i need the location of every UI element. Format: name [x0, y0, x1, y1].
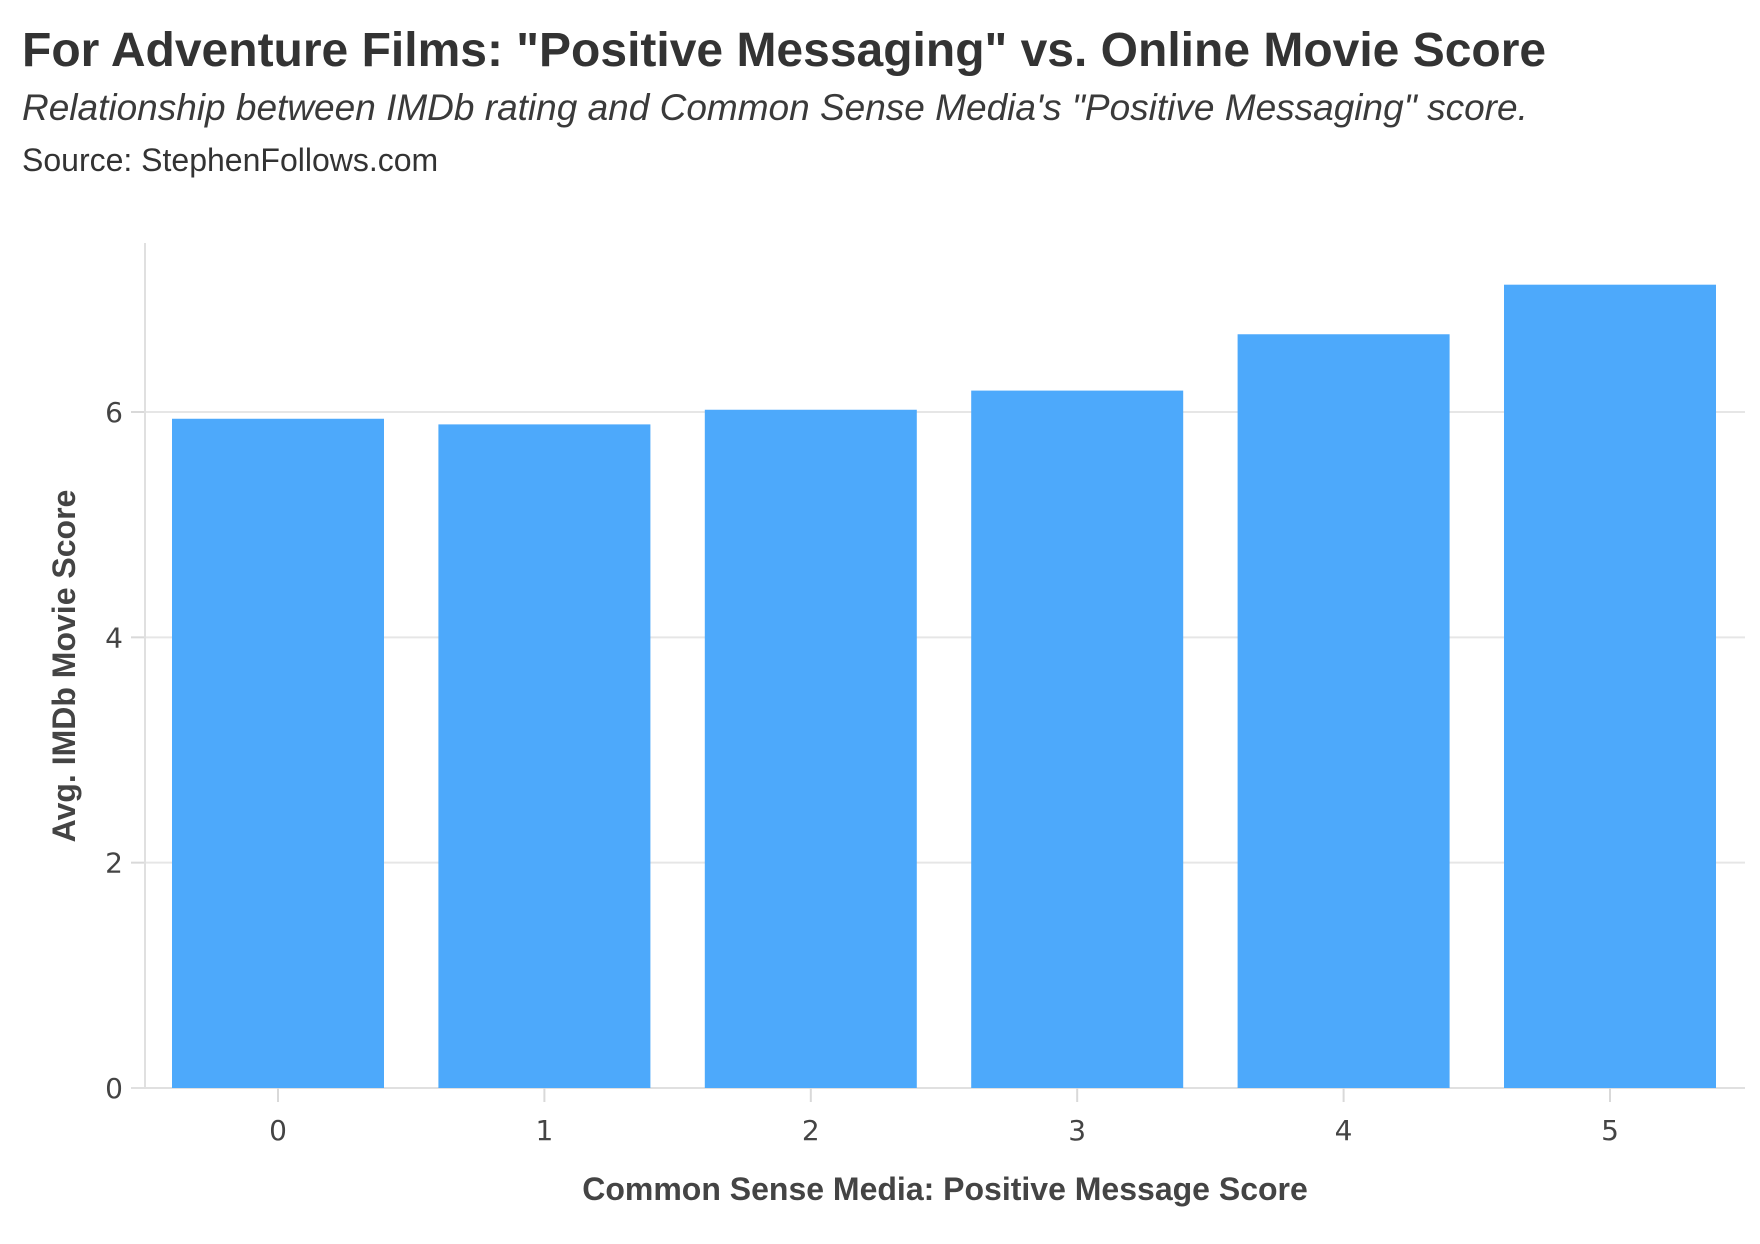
x-tick-label: 3	[1068, 1114, 1086, 1147]
y-tick-label: 0	[105, 1072, 123, 1105]
axes	[131, 243, 1745, 1102]
x-tick-label: 0	[269, 1114, 287, 1147]
x-tick-label: 2	[802, 1114, 820, 1147]
y-axis-title: Avg. IMDb Movie Score	[46, 490, 82, 843]
y-tick-label: 6	[105, 396, 123, 429]
x-tick-label: 5	[1601, 1114, 1619, 1147]
bar	[971, 390, 1184, 1088]
gridlines	[145, 411, 1745, 864]
bar	[704, 409, 917, 1088]
x-tick-label: 1	[535, 1114, 553, 1147]
x-axis-title: Common Sense Media: Positive Message Sco…	[582, 1171, 1308, 1207]
bar	[438, 424, 651, 1089]
bar	[172, 418, 384, 1088]
chart-header: For Adventure Films: "Positive Messaging…	[22, 22, 1742, 182]
bar	[1237, 334, 1450, 1088]
bars	[172, 284, 1716, 1089]
y-tick-label: 2	[105, 847, 123, 880]
chart-title: For Adventure Films: "Positive Messaging…	[22, 24, 1547, 77]
bar	[1504, 284, 1716, 1089]
x-tick-label: 4	[1335, 1114, 1353, 1147]
chart-subtitle: Relationship between IMDb rating and Com…	[22, 87, 1528, 128]
y-tick-label: 4	[105, 621, 123, 654]
chart-source: Source: StephenFollows.com	[22, 142, 439, 178]
tick-labels: 0 2 4 6 0 1 2 3 4 5	[105, 396, 1619, 1147]
